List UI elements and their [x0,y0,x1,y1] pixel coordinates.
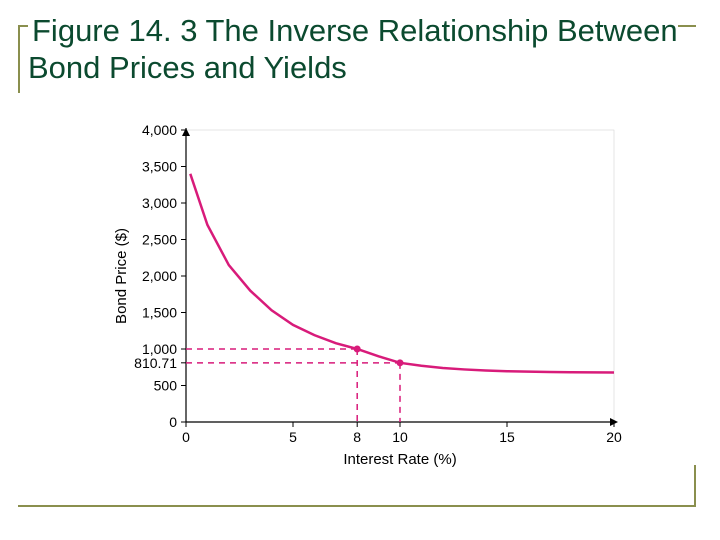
title-left-rule [18,25,20,93]
y-tick-label: 1,500 [142,305,177,321]
bond-price-chart: 05001,0001,5002,0002,5003,0003,5004,0008… [108,120,628,480]
y-tick-label: 2,500 [142,232,177,248]
right-rule-stub [694,465,696,505]
chart-svg: 05001,0001,5002,0002,5003,0003,5004,0008… [108,120,628,480]
x-tick-label: 5 [289,429,297,445]
y-tick-label: 3,000 [142,195,177,211]
x-tick-label: 20 [606,429,622,445]
bottom-rule [18,505,696,507]
title-container: Figure 14. 3 The Inverse Relationship Be… [28,12,700,86]
x-tick-label: 0 [182,429,190,445]
y-tick-label: 3,500 [142,159,177,175]
bond-price-curve [190,174,614,373]
slide-title: Figure 14. 3 The Inverse Relationship Be… [28,13,678,85]
y-tick-label: 2,000 [142,268,177,284]
reference-point [354,346,361,353]
slide-root: Figure 14. 3 The Inverse Relationship Be… [0,0,720,540]
x-tick-label: 15 [499,429,515,445]
y-tick-label-extra: 810.71 [134,355,177,371]
y-tick-label: 4,000 [142,122,177,138]
y-tick-label: 500 [154,378,178,394]
x-axis-label: Interest Rate (%) [343,451,456,468]
y-tick-label: 0 [169,414,177,430]
reference-point [397,359,404,366]
x-tick-label-extra: 8 [353,429,361,445]
y-axis-label: Bond Price ($) [113,228,130,324]
x-tick-label: 10 [392,429,408,445]
